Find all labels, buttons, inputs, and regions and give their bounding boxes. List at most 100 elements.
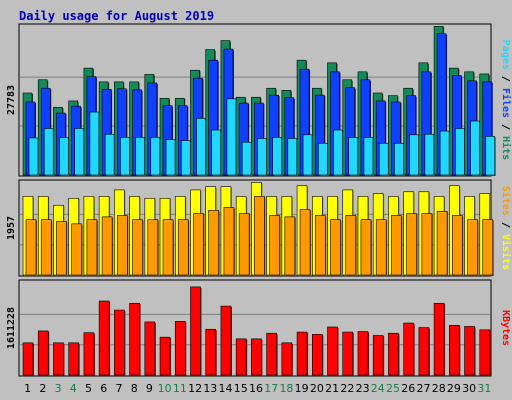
day-label: 29 xyxy=(447,382,461,395)
bar-pages-day-25 xyxy=(394,142,404,176)
bar-kbytes-day-11 xyxy=(174,321,186,376)
day-label: 21 xyxy=(325,382,339,395)
bar-sites-day-27 xyxy=(421,213,433,276)
day-label: 6 xyxy=(100,382,107,395)
bar-kbytes-day-28 xyxy=(433,302,445,376)
bar-pages-day-22 xyxy=(348,137,359,176)
legend-files: Files xyxy=(500,88,512,118)
bar-sites-day-22 xyxy=(345,215,357,276)
day-label: 27 xyxy=(416,382,430,395)
bar-pages-day-28 xyxy=(439,130,450,176)
legend-sep-1: / xyxy=(500,70,511,88)
day-label: 25 xyxy=(386,382,400,395)
bar-sites-day-5 xyxy=(86,219,98,276)
day-label: 10 xyxy=(158,382,172,395)
bar-pages-day-6 xyxy=(104,133,115,176)
bar-kbytes-day-9 xyxy=(144,321,156,376)
visits-legend: Sites / Visits xyxy=(500,186,512,270)
bar-kbytes-day-15 xyxy=(235,338,247,376)
day-label: 7 xyxy=(115,382,122,395)
chart-title: Daily usage for August 2019 xyxy=(19,9,214,23)
bar-sites-day-1 xyxy=(25,219,37,276)
bar-pages-day-7 xyxy=(120,137,130,176)
day-label: 4 xyxy=(70,382,77,395)
day-label: 20 xyxy=(310,382,324,395)
bar-kbytes-day-4 xyxy=(68,342,79,376)
bar-pages-day-11 xyxy=(180,140,191,176)
bar-sites-day-30 xyxy=(467,219,478,276)
hits-legend: Pages / Files / Hits xyxy=(500,40,512,160)
day-label: 22 xyxy=(340,382,354,395)
bar-sites-day-21 xyxy=(330,219,341,276)
bar-kbytes-day-29 xyxy=(449,324,460,376)
bar-kbytes-day-6 xyxy=(98,300,110,376)
bar-kbytes-day-25 xyxy=(388,332,399,376)
legend-sep-3: / xyxy=(500,216,511,234)
legend-hits: Hits xyxy=(500,136,512,160)
bar-sites-day-17 xyxy=(269,215,280,276)
bar-kbytes-day-27 xyxy=(418,327,430,376)
day-label: 1 xyxy=(24,382,31,395)
bar-pages-day-31 xyxy=(485,136,496,176)
bar-pages-day-21 xyxy=(333,129,343,176)
bar-pages-day-24 xyxy=(378,142,389,176)
day-label: 8 xyxy=(131,382,138,395)
bar-sites-day-15 xyxy=(238,213,250,276)
bar-sites-day-19 xyxy=(299,209,311,276)
bar-sites-day-2 xyxy=(40,219,52,276)
day-label: 13 xyxy=(203,382,217,395)
bar-pages-day-20 xyxy=(317,142,328,176)
bar-kbytes-day-8 xyxy=(129,302,140,376)
bar-sites-day-4 xyxy=(71,223,82,276)
day-label: 24 xyxy=(371,382,385,395)
hits-max-label: 27783 xyxy=(6,85,17,115)
bar-pages-day-26 xyxy=(409,134,419,176)
day-label: 9 xyxy=(146,382,153,395)
day-label: 15 xyxy=(234,382,248,395)
bar-kbytes-day-1 xyxy=(22,342,34,376)
bar-sites-day-26 xyxy=(406,213,417,276)
visits-max-label: 1957 xyxy=(6,216,17,240)
bar-kbytes-day-10 xyxy=(159,336,171,376)
bar-kbytes-day-20 xyxy=(311,334,323,376)
bar-pages-day-16 xyxy=(257,138,267,176)
bar-kbytes-day-7 xyxy=(114,309,125,376)
legend-sep-2: / xyxy=(500,118,511,136)
bar-pages-day-3 xyxy=(59,137,69,176)
bar-sites-day-10 xyxy=(162,219,174,276)
bar-kbytes-day-12 xyxy=(190,286,201,376)
bar-sites-day-24 xyxy=(375,219,387,276)
legend-visits: Visits xyxy=(500,234,512,270)
bar-sites-day-3 xyxy=(56,221,67,276)
bar-kbytes-day-31 xyxy=(479,329,491,376)
kbytes-max-label: 1611228 xyxy=(6,307,17,349)
day-label: 16 xyxy=(249,382,263,395)
bar-sites-day-7 xyxy=(117,215,128,276)
day-label: 19 xyxy=(295,382,309,395)
bar-kbytes-day-5 xyxy=(83,332,95,376)
bar-sites-day-18 xyxy=(284,216,296,276)
bar-kbytes-day-30 xyxy=(464,326,475,376)
bar-pages-day-14 xyxy=(226,98,237,176)
bar-pages-day-23 xyxy=(363,137,374,176)
bar-pages-day-10 xyxy=(165,139,176,176)
bar-pages-day-15 xyxy=(241,141,252,176)
day-label: 28 xyxy=(432,382,446,395)
bar-kbytes-day-18 xyxy=(281,342,293,376)
bar-sites-day-25 xyxy=(391,215,402,276)
day-label: 2 xyxy=(39,382,46,395)
bar-sites-day-31 xyxy=(482,219,494,276)
bar-pages-day-2 xyxy=(43,128,54,176)
bar-kbytes-day-16 xyxy=(251,338,262,376)
bar-pages-day-30 xyxy=(470,120,480,176)
bar-sites-day-9 xyxy=(147,219,159,276)
bar-pages-day-4 xyxy=(74,128,84,176)
bar-pages-day-8 xyxy=(135,137,145,176)
bar-sites-day-13 xyxy=(208,210,220,276)
bar-kbytes-day-17 xyxy=(266,332,277,376)
day-tick-labels: 1 2 3 4 5 6 7 8 9 10 11 12 13 14 15 16 17 18 19 20 21 22 23 24 2… xyxy=(24,382,491,395)
legend-kbytes: KBytes xyxy=(500,310,511,346)
bar-pages-day-27 xyxy=(424,133,435,176)
day-label: 26 xyxy=(401,382,415,395)
